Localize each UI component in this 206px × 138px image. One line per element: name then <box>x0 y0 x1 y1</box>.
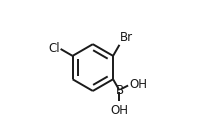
Text: Cl: Cl <box>48 43 60 55</box>
Text: B: B <box>115 84 124 97</box>
Text: OH: OH <box>110 104 129 117</box>
Text: OH: OH <box>129 79 147 91</box>
Text: Br: Br <box>120 31 133 44</box>
